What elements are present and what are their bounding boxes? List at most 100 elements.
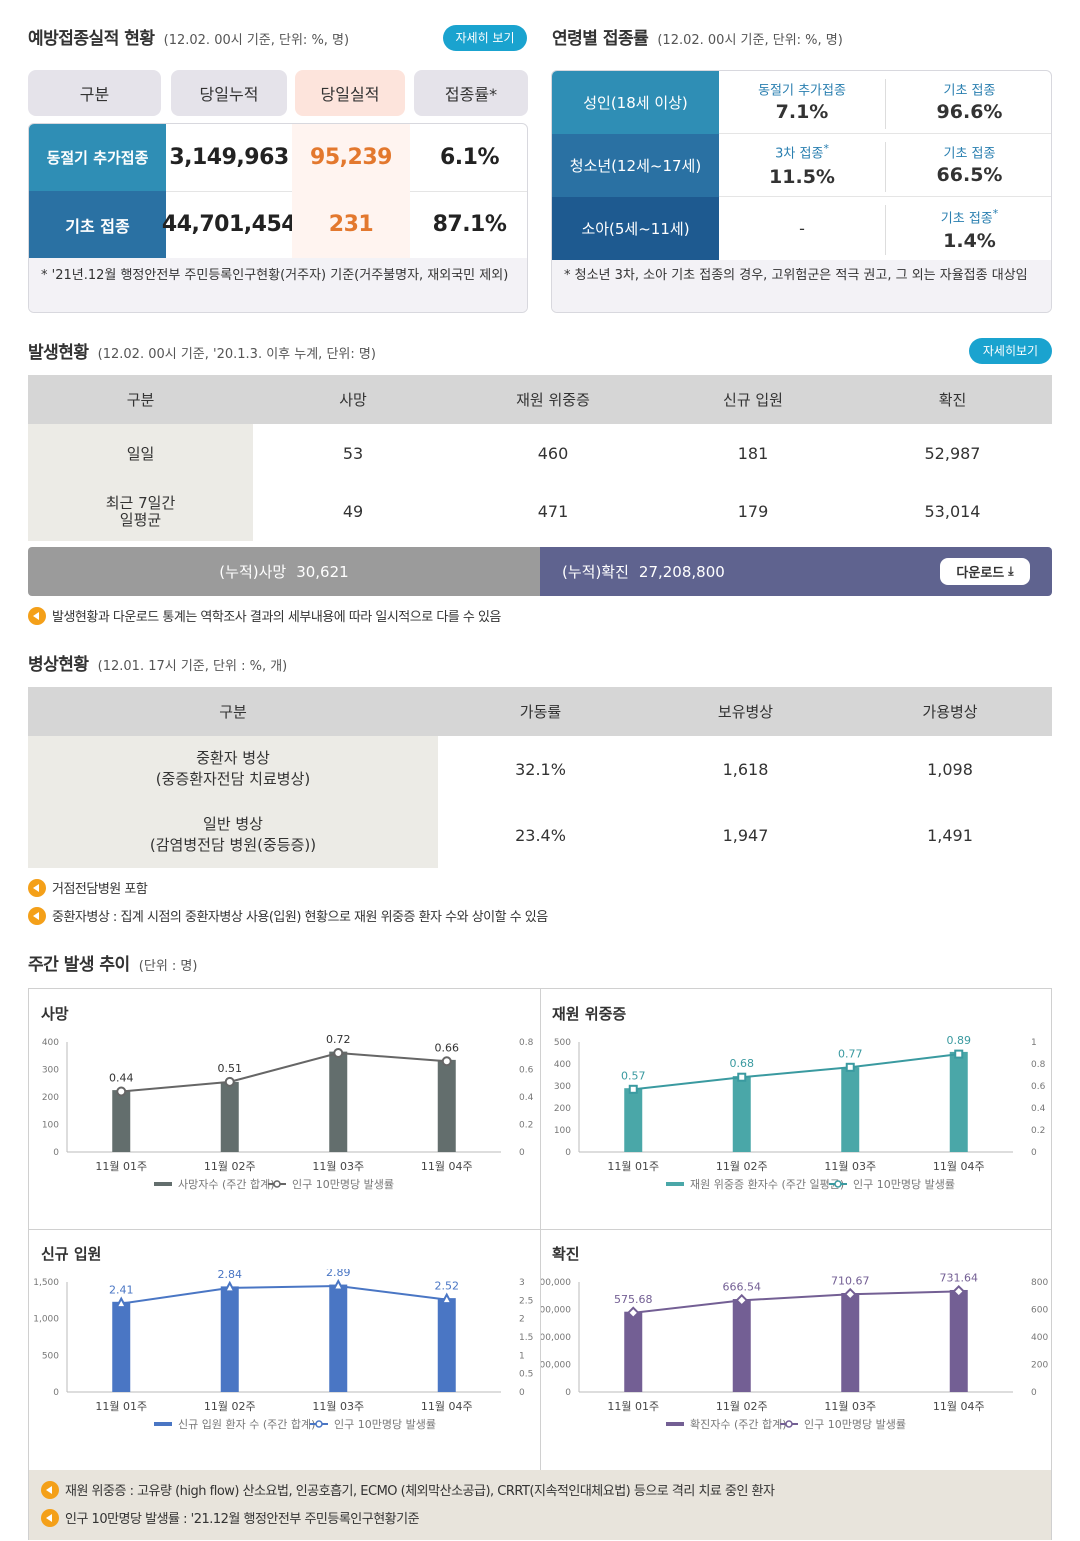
legend-line-label: 인구 10만명당 발생률 (292, 1178, 394, 1191)
occ-header-confirmed: 확진 (938, 391, 967, 409)
y2-tick-label: 0 (1031, 1388, 1037, 1398)
x-tick-label: 11월 02주 (204, 1160, 256, 1173)
weekly-note-2-text: 인구 10만명당 발생률 : '21.12월 행정안전부 주민등록인구현황기준 (65, 1512, 420, 1527)
chart-confirmed-title: 확진 (552, 1245, 580, 1263)
vac-header-today: 당일실적 (295, 70, 405, 116)
rate-point (440, 1292, 453, 1305)
beds-note-2-text: 중환자병상 : 집계 시점의 중환자병상 사용(입원) 현황으로 재원 위중증 … (52, 910, 548, 925)
bar (220, 1081, 239, 1152)
rate-point (954, 1049, 964, 1059)
vaccination-card: 동절기 추가접종 3,149,963 95,239 6.1% 기초 접종 44,… (28, 123, 528, 313)
x-tick-label: 11월 01주 (95, 1160, 147, 1173)
x-tick-label: 11월 03주 (312, 1400, 364, 1413)
legend-line-marker (834, 1180, 842, 1188)
y-tick-label: 100 (42, 1121, 59, 1131)
beds-subtitle: (12.01. 17시 기준, 단위 : %, 개) (97, 659, 288, 674)
y2-tick-label: 600 (1031, 1306, 1048, 1316)
rate-point (224, 1076, 235, 1087)
vaccination-note: * '21년.12월 행정안전부 주민등록인구현황(거주자) 기준(거주불명자,… (29, 258, 527, 312)
y2-tick-label: 0 (519, 1388, 525, 1398)
x-tick-label: 11월 04주 (421, 1400, 473, 1413)
data-label: 731.64 (940, 1271, 979, 1284)
age-rate-title: 연령별 접종률 (552, 29, 649, 49)
legend-bar-swatch (666, 1422, 684, 1426)
data-label: 2.41 (109, 1284, 134, 1297)
adult-c1-value: 7.1% (775, 101, 829, 123)
x-tick-label: 11월 03주 (312, 1160, 364, 1173)
child-c1-value: - (799, 219, 805, 238)
y2-tick-label: 0 (1031, 1148, 1037, 1158)
legend-line-label: 인구 10만명당 발생률 (804, 1418, 906, 1431)
bar (841, 1293, 860, 1392)
occurrence-note-text: 발생현황과 다운로드 통계는 역학조사 결과의 세부내용에 따라 일시적으로 다… (52, 610, 501, 625)
y-tick-label: 400 (42, 1038, 59, 1048)
bar (437, 1059, 456, 1152)
occ-row-label-avg: 최근 7일간 일평균 (105, 493, 176, 529)
y-tick-label: 200 (42, 1093, 59, 1103)
x-tick-label: 11월 01주 (95, 1400, 147, 1413)
child-c2-value: 1.4% (943, 230, 996, 252)
data-label: 0.44 (109, 1072, 134, 1085)
y2-tick-label: 1 (1031, 1038, 1037, 1048)
x-tick-label: 11월 02주 (716, 1400, 768, 1413)
bar (112, 1301, 131, 1392)
bar (624, 1088, 643, 1152)
rate-point (441, 1056, 452, 1067)
x-tick-label: 11월 03주 (824, 1400, 876, 1413)
legend-bar-label: 재원 위중증 환자수 (주간 일평균) (690, 1177, 844, 1191)
beds-general-available: 1,491 (927, 825, 973, 845)
data-label: 2.84 (218, 1269, 243, 1281)
legend-line-label: 인구 10만명당 발생률 (853, 1178, 955, 1191)
vac-booster-cumulative: 3,149,963 (169, 145, 289, 170)
speaker-icon (28, 878, 46, 897)
data-label: 666.54 (723, 1280, 762, 1293)
weekly-note-1-text: 재원 위중증 : 고유량 (high flow) 산소요법, 인공호흡기, EC… (65, 1484, 775, 1499)
rate-point (952, 1284, 966, 1298)
y-tick-label: 500 (42, 1351, 59, 1361)
beds-note-1: 거점전담병원 포함 (28, 878, 148, 897)
y-tick-label: 100,000 (541, 1361, 571, 1371)
chart-death: 0 100 200 300 400 0 0.2 0.4 0.6 0.8 11월 01주 11월 02주… (42, 1033, 534, 1191)
adult-c2-label: 기초 접종 (943, 83, 996, 99)
x-tick-label: 11월 04주 (421, 1160, 473, 1173)
bar (437, 1298, 456, 1392)
download-button[interactable]: 다운로드 ⤓ (940, 558, 1030, 585)
data-label: 575.68 (614, 1293, 653, 1306)
rate-point (116, 1086, 127, 1097)
legend-bar-label: 사망자수 (주간 합계) (178, 1178, 275, 1191)
vaccination-more-button[interactable]: 자세히 보기 (443, 25, 527, 51)
y2-tick-label: 0.4 (519, 1093, 534, 1103)
weekly-note-2: 인구 10만명당 발생률 : '21.12월 행정안전부 주민등록인구현황기준 (41, 1508, 420, 1527)
data-label: 0.68 (730, 1057, 755, 1070)
age-rate-note: * 청소년 3차, 소아 기초 접종의 경우, 고위험군은 적극 권고, 그 외… (552, 260, 1051, 312)
x-tick-label: 11월 02주 (716, 1160, 768, 1173)
occ-daily-confirmed: 52,987 (924, 443, 981, 463)
y-tick-label: 300 (554, 1082, 571, 1092)
rate-point (735, 1293, 749, 1307)
beds-icu-owned: 1,618 (722, 759, 769, 779)
y-tick-label: 200 (554, 1104, 571, 1114)
occurrence-more-button[interactable]: 자세히보기 (969, 338, 1052, 364)
occ-avg-admit: 179 (737, 502, 769, 521)
rate-point (626, 1306, 640, 1320)
rate-line (121, 1051, 447, 1093)
data-label: 2.52 (435, 1280, 460, 1293)
legend-line-marker (273, 1180, 281, 1188)
occ-header-death: 사망 (339, 391, 367, 409)
occ-avg-death: 49 (342, 502, 364, 521)
legend-bar-swatch (154, 1182, 172, 1186)
y2-tick-label: 0.8 (1031, 1060, 1046, 1070)
occ-header-severe: 재원 위중증 (516, 391, 590, 409)
rate-line (121, 1285, 447, 1305)
occ-avg-severe: 471 (537, 502, 569, 521)
occ-header-category: 구분 (126, 391, 155, 409)
cum-confirmed-label: (누적)확진 (562, 563, 629, 581)
y-tick-label: 300 (42, 1066, 59, 1076)
y-tick-label: 0 (565, 1388, 571, 1398)
cum-confirmed-bar: (누적)확진 27,208,800 다운로드 ⤓ (540, 547, 1052, 596)
y2-tick-label: 0 (519, 1148, 525, 1158)
bar (732, 1076, 751, 1152)
vac-booster-rate: 6.1% (439, 145, 500, 170)
y-tick-label: 0 (53, 1148, 59, 1158)
youth-c1-value: 11.5% (769, 166, 835, 188)
